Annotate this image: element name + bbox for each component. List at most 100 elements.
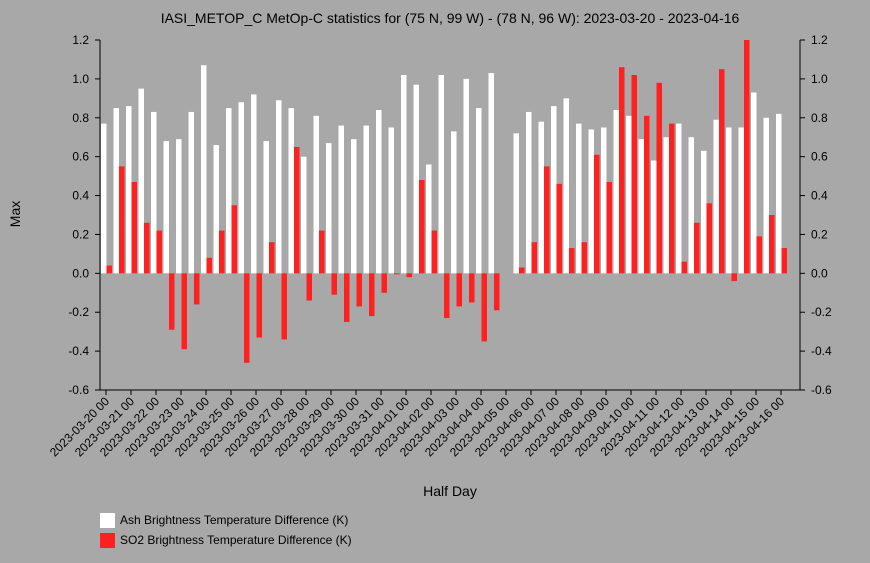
so2-bar [769,215,775,274]
so2-bar [394,273,400,275]
so2-bar [294,146,300,274]
ash-bar [638,139,644,274]
y-tick-label-left: 1.0 [72,72,89,86]
so2-bar [231,205,237,274]
ash-bar [488,73,494,274]
so2-bar [681,261,687,274]
y-tick-label-right: -0.4 [811,344,832,358]
ash-bar [513,133,519,274]
ash-bar [301,156,307,274]
so2-bar [194,273,200,305]
y-tick-label-right: 1.0 [811,72,828,86]
so2-bar [269,242,275,274]
so2-bar [606,181,612,274]
ash-bar [188,111,194,274]
ash-bar [351,139,357,274]
ash-bar [526,111,532,274]
ash-bar [651,160,657,274]
so2-bar [219,230,225,274]
so2-bar [206,257,212,274]
ash-bar [113,108,119,274]
ash-bar [538,121,544,274]
y-axis-label: Max [7,201,23,227]
so2-bar [594,154,600,274]
ash-bar [763,117,769,274]
ash-bar [138,88,144,274]
so2-bar [131,181,137,274]
so2-bar [331,273,337,295]
ash-bar [663,137,669,274]
so2-bar [169,273,175,330]
ash-bar [438,75,444,274]
so2-bar [781,248,787,274]
so2-bar [756,236,762,274]
y-tick-label-right: -0.6 [811,383,832,397]
so2-bar [669,123,675,274]
so2-bar [569,248,575,274]
y-tick-label-left: -0.6 [68,383,89,397]
y-tick-label-left: -0.2 [68,305,89,319]
y-tick-label-right: 1.2 [811,33,828,47]
so2-bar [156,230,162,274]
y-tick-label-right: 0.0 [811,266,828,280]
legend-item-so2: SO2 Brightness Temperature Difference (K… [100,532,352,548]
so2-bar [731,273,737,282]
so2-bar [619,67,625,274]
y-tick-label-left: 0.4 [72,189,89,203]
ash-bar [713,119,719,274]
ash-bar [338,125,344,274]
ash-bar [551,106,557,274]
so2-bar [181,273,187,350]
so2-bar [444,273,450,319]
ash-bar [426,164,432,274]
so2-bar [631,75,637,274]
axes-group: 1.2 1.2 1.0 1.0 0.8 0.8 0.6 0.6 0.4 0.4 0.2 0.2 0.0 0… [47,33,832,459]
ash-bar [251,94,257,274]
ash-bar [676,123,682,274]
so2-bar [744,40,750,274]
so2-bar [656,82,662,274]
y-tick-label-right: -0.2 [811,305,832,319]
ash-bar [613,110,619,274]
legend-label-so2: SO2 Brightness Temperature Difference (K… [120,533,352,547]
ash-bar [751,92,757,274]
ash-bar [388,127,394,274]
so2-bar [281,273,287,340]
legend-label-ash: Ash Brightness Temperature Difference (K… [120,513,349,527]
y-tick-label-left: 0.0 [72,266,89,280]
so2-bar [706,203,712,274]
so2-bar [469,273,475,303]
so2-bar [581,242,587,274]
y-tick-label-left: 0.8 [72,111,89,125]
ash-bar [626,115,632,274]
so2-bar [644,115,650,274]
ash-bar [738,127,744,274]
y-tick-label-right: 0.6 [811,150,828,164]
ash-bar [576,123,582,274]
so2-bar [431,230,437,274]
ash-bar [413,84,419,274]
so2-bar [544,166,550,274]
ash-bar [401,75,407,274]
ash-bar [176,139,182,274]
y-tick-label-left: 0.2 [72,227,89,241]
ash-bar [263,141,269,274]
so2-bar [144,222,150,274]
so2-bar [319,230,325,274]
y-tick-label-right: 0.4 [811,189,828,203]
ash-bar [238,102,244,274]
ash-bar [201,65,207,274]
ash-bar [376,110,382,274]
ash-bar [326,143,332,274]
ash-bar [226,108,232,274]
so2-bar [519,267,525,274]
so2-bar [419,180,425,274]
so2-bar [244,273,250,363]
so2-bar [531,242,537,274]
y-tick-label-left: 0.6 [72,150,89,164]
ash-bar [776,113,782,274]
ash-bar [588,129,594,274]
ash-bar [126,106,132,274]
so2-bar [456,273,462,307]
y-tick-label-left: -0.4 [68,344,89,358]
